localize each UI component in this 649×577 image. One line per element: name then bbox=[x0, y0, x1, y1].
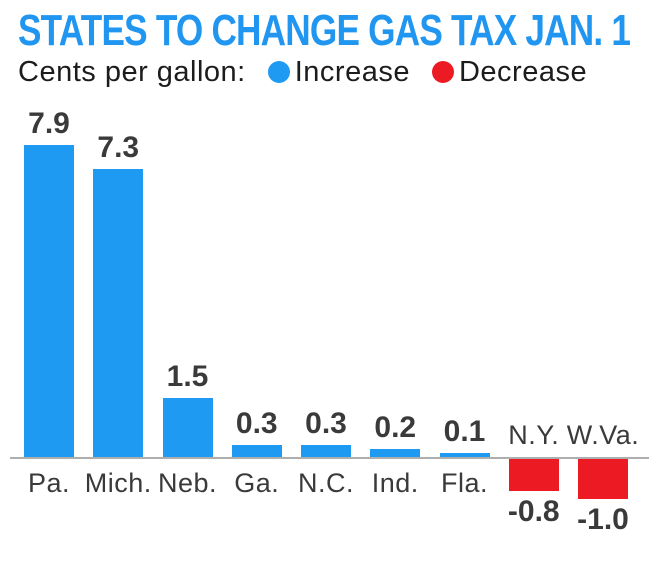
bar bbox=[370, 449, 421, 457]
bar bbox=[301, 445, 351, 457]
x-axis-line bbox=[10, 457, 649, 459]
legend-label-increase: Increase bbox=[294, 55, 410, 88]
chart-title: STATES TO CHANGE GAS TAX JAN. 1 bbox=[18, 6, 631, 55]
chart-legend-row: Cents per gallon: Increase Decrease bbox=[18, 55, 588, 89]
bar-value-label: 0.1 bbox=[443, 415, 486, 448]
bar-value-label: 7.3 bbox=[97, 131, 140, 164]
bar-category-label: Ga. bbox=[234, 468, 280, 498]
bar-value-label: 0.3 bbox=[235, 407, 278, 440]
bar-category-label: Ind. bbox=[371, 468, 419, 498]
legend-item-increase: Increase bbox=[267, 55, 410, 89]
bar bbox=[508, 459, 559, 491]
bar-category-label: Fla. bbox=[440, 468, 488, 498]
bar-value-label: 0.2 bbox=[374, 411, 417, 444]
bar bbox=[578, 459, 628, 499]
legend-label-decrease: Decrease bbox=[458, 55, 588, 88]
bar-category-label: Neb. bbox=[157, 468, 218, 498]
bar-value-label: -1.0 bbox=[577, 503, 629, 536]
bar bbox=[24, 145, 74, 457]
chart-subtitle: Cents per gallon: bbox=[18, 55, 246, 88]
bar-value-label: 7.9 bbox=[28, 107, 70, 140]
bar bbox=[231, 445, 282, 457]
bar bbox=[93, 169, 144, 457]
bar-value-label: 1.5 bbox=[166, 360, 209, 393]
bar-category-label: N.Y. bbox=[508, 420, 560, 450]
increase-dot-icon bbox=[267, 61, 290, 83]
bar-category-label: W.Va. bbox=[566, 420, 640, 450]
bar bbox=[162, 398, 213, 457]
bar-category-label: N.C. bbox=[298, 468, 354, 498]
bar bbox=[439, 453, 490, 457]
legend-item-decrease: Decrease bbox=[431, 55, 588, 89]
bar-category-label: Pa. bbox=[27, 468, 71, 498]
bar-value-label: 0.3 bbox=[305, 407, 347, 440]
bar-category-label: Mich. bbox=[84, 468, 152, 498]
bar-value-label: -0.8 bbox=[507, 495, 560, 528]
decrease-dot-icon bbox=[431, 61, 454, 83]
